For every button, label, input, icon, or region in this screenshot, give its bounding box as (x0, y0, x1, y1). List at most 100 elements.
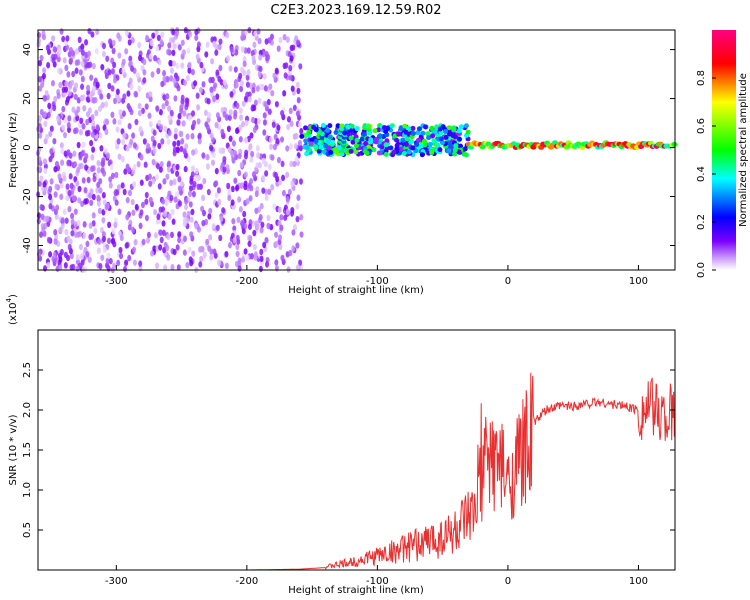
spectrogram-point (153, 208, 158, 216)
spectrogram-point (73, 208, 78, 215)
spectrogram-point (108, 182, 113, 189)
spectrogram-point (249, 178, 254, 185)
spectrogram-point (175, 75, 180, 82)
spectrogram-point (107, 69, 112, 76)
spectrogram-point (111, 47, 116, 55)
spectrogram-point (207, 112, 212, 119)
spectrogram-point (262, 129, 267, 136)
spectrogram-point (60, 148, 65, 155)
spectrogram-y-label: Frequency (Hz) (8, 112, 19, 188)
spectrogram-point (295, 242, 300, 249)
spectrogram-point (72, 127, 77, 135)
spectrogram-point (36, 37, 41, 45)
spectrogram-point (238, 136, 243, 143)
spectrogram-point (161, 103, 166, 110)
spectrogram-point (309, 137, 315, 143)
spectrogram-point (206, 188, 211, 196)
spectrogram-point (422, 124, 428, 130)
spectrogram-point (403, 141, 409, 147)
spectrogram-point (44, 90, 49, 97)
spectrogram-point (138, 260, 143, 267)
spectrogram-point (121, 138, 126, 146)
spectrogram-point (197, 138, 202, 145)
spectrogram-point (97, 238, 102, 245)
colorbar-tick-label: 0.0 (696, 262, 707, 278)
spectrogram-point (394, 146, 400, 152)
spectrogram-point (127, 189, 132, 197)
spectrogram-point (76, 231, 81, 238)
spectrogram-point (132, 259, 137, 266)
spectrogram-point (209, 86, 214, 93)
spectrogram-point (209, 132, 214, 139)
spectrogram-point (102, 235, 107, 243)
spectrogram-point (278, 36, 283, 44)
spectrogram-point (162, 70, 167, 77)
spectrogram-point (252, 229, 257, 237)
spectrogram-point (91, 146, 96, 153)
spectrogram-point (458, 124, 464, 130)
spectrogram-point (274, 231, 279, 238)
spectrogram-point (333, 130, 339, 136)
spectrogram-point (74, 59, 79, 66)
spectrogram-point (78, 243, 83, 251)
spectrogram-point (405, 126, 411, 132)
spectrogram-point (203, 109, 208, 117)
spectrogram-point (209, 254, 214, 261)
spectrogram-point (57, 67, 62, 74)
spectrogram-point (95, 124, 100, 131)
spectrogram-point (94, 48, 99, 55)
spectrogram-point (132, 246, 137, 253)
spectrogram-point (165, 93, 170, 100)
spectrogram-point (192, 119, 197, 127)
spectrogram-point (215, 112, 220, 119)
spectrogram-point (88, 222, 93, 229)
spectrogram-point (189, 178, 194, 185)
spectrogram-point (420, 130, 426, 136)
spectrogram-point (299, 178, 304, 185)
spectrogram-point (124, 259, 129, 266)
spectrogram-point (53, 191, 58, 198)
spectrogram-point (148, 95, 153, 103)
spectrogram-point (194, 168, 199, 175)
spectrogram-point (54, 213, 59, 220)
spectrogram-point (139, 179, 144, 186)
spectrogram-point (207, 245, 212, 252)
spectrogram-point (181, 49, 186, 56)
spectrogram-point (71, 106, 76, 113)
spectrogram-marks (36, 26, 678, 274)
spectrogram-point (132, 142, 137, 149)
spectrogram-point (189, 216, 194, 223)
spectrogram-point (90, 154, 95, 161)
spectrogram-x-label: Height of straight line (km) (288, 285, 424, 296)
spectrogram-point (264, 236, 269, 244)
spectrogram-point (327, 134, 333, 140)
spectrogram-point (256, 28, 261, 35)
snr-panel: -300 -200 -100 0 100 0.5 1.0 1.5 2.0 2.5 Height … (5, 294, 676, 596)
spectrogram-point (254, 220, 259, 227)
spectrogram-point (297, 139, 302, 147)
spectrogram-point (182, 220, 187, 228)
spectrogram-point (40, 213, 45, 221)
spectrogram-point (91, 97, 96, 104)
spectrogram-point (137, 41, 142, 49)
spectrogram-point (148, 121, 153, 128)
spectrogram-point (85, 250, 90, 258)
spectrogram-point (106, 237, 111, 245)
spectrogram-point (116, 184, 121, 191)
snr-scale-label: (x104) (5, 294, 19, 325)
spectrogram-point (76, 97, 81, 104)
spectrogram-point (134, 91, 139, 98)
spectrogram-point (227, 242, 232, 249)
spectrogram-point (292, 224, 297, 231)
spectrogram-point (166, 138, 171, 145)
spectrogram-point (80, 83, 85, 90)
spectrogram-point (86, 167, 91, 175)
spectrogram-point (236, 216, 241, 224)
spectrogram-point (75, 180, 80, 187)
spectrogram-point (48, 251, 53, 258)
spectrogram-point (251, 171, 256, 178)
spectrogram-point (133, 239, 138, 246)
spectrogram-point (68, 152, 73, 159)
spectrogram-point (261, 187, 266, 194)
spectrogram-point (51, 57, 56, 64)
